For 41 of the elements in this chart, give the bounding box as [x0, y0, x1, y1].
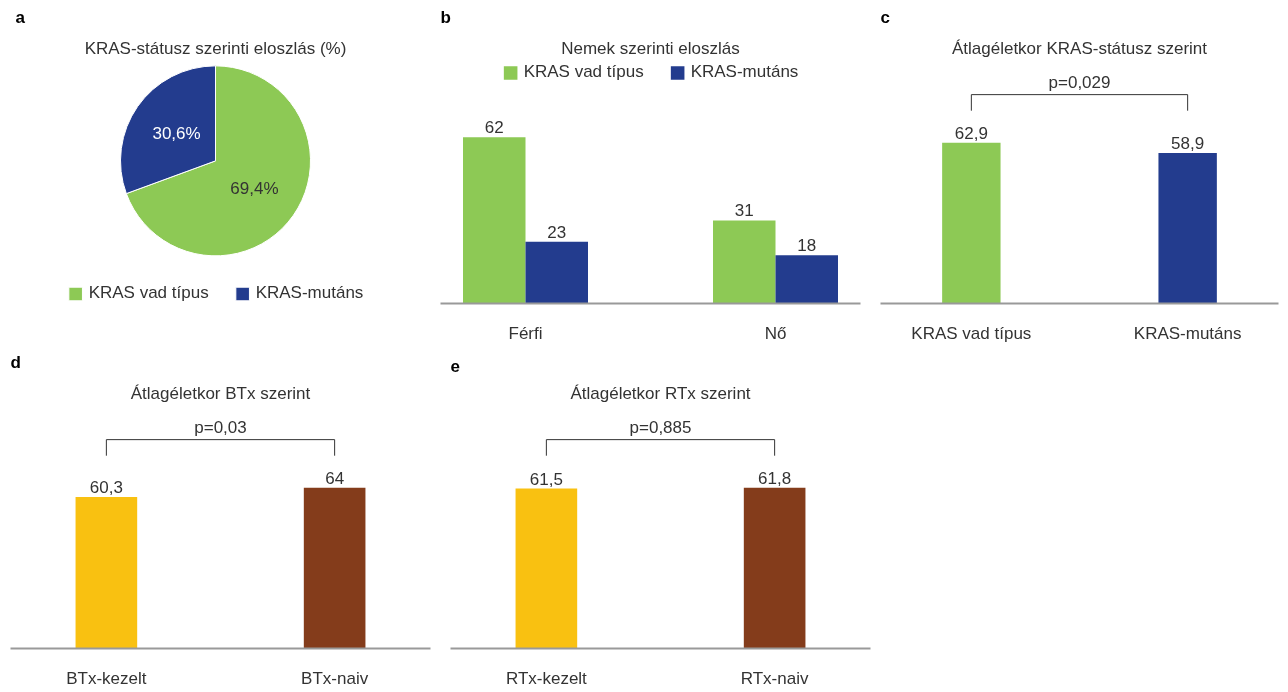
text: a	[15, 7, 26, 27]
x-tick-label: KRAS vad típus	[911, 323, 1032, 343]
bar	[713, 220, 776, 304]
legend-label: KRAS vad típus	[88, 283, 209, 303]
text: d	[10, 352, 21, 372]
x-tick-label: BTx-kezelt	[66, 668, 147, 688]
legend-label: KRAS vad típus	[523, 62, 644, 82]
chart-title: KRAS-státusz szerinti eloszlás (%)	[84, 38, 347, 58]
text: b	[440, 7, 451, 27]
legend-label: KRAS-mutáns	[690, 62, 799, 82]
x-tick-label: Nő	[764, 323, 787, 343]
data-label: 64	[325, 468, 345, 488]
data-label: 18	[797, 236, 817, 256]
text: c	[880, 7, 890, 27]
data-label: 69,4%	[230, 178, 279, 198]
text: e	[450, 356, 460, 376]
bar	[463, 137, 526, 304]
x-tick-label: Férfi	[508, 323, 543, 343]
text: p=0,885	[629, 417, 692, 437]
data-label: 62,9	[954, 123, 988, 143]
text: p=0,029	[1048, 72, 1111, 92]
bar	[525, 241, 588, 304]
data-label: 23	[547, 222, 567, 242]
x-tick-label: KRAS-mutáns	[1133, 323, 1242, 343]
chart-title: Átlagéletkor KRAS-státusz szerint	[951, 38, 1208, 58]
bar	[775, 255, 838, 304]
chart-title: Nemek szerinti eloszlás	[561, 38, 740, 58]
x-tick-label: RTx-naiv	[740, 668, 809, 688]
text: p=0,03	[194, 417, 247, 437]
data-label: 61,8	[758, 468, 792, 488]
data-label: 60,3	[89, 478, 123, 498]
data-label: 30,6%	[152, 124, 201, 144]
chart-title: Átlagéletkor RTx szerint	[570, 383, 751, 403]
x-tick-label: BTx-naiv	[301, 668, 369, 688]
data-label: 62	[484, 118, 504, 138]
data-label: 61,5	[529, 469, 563, 489]
data-label: 31	[734, 201, 754, 221]
legend-label: KRAS-mutáns	[255, 283, 364, 303]
chart-title: Átlagéletkor BTx szerint	[130, 383, 311, 403]
x-tick-label: RTx-kezelt	[505, 668, 588, 688]
data-label: 58,9	[1171, 134, 1205, 154]
